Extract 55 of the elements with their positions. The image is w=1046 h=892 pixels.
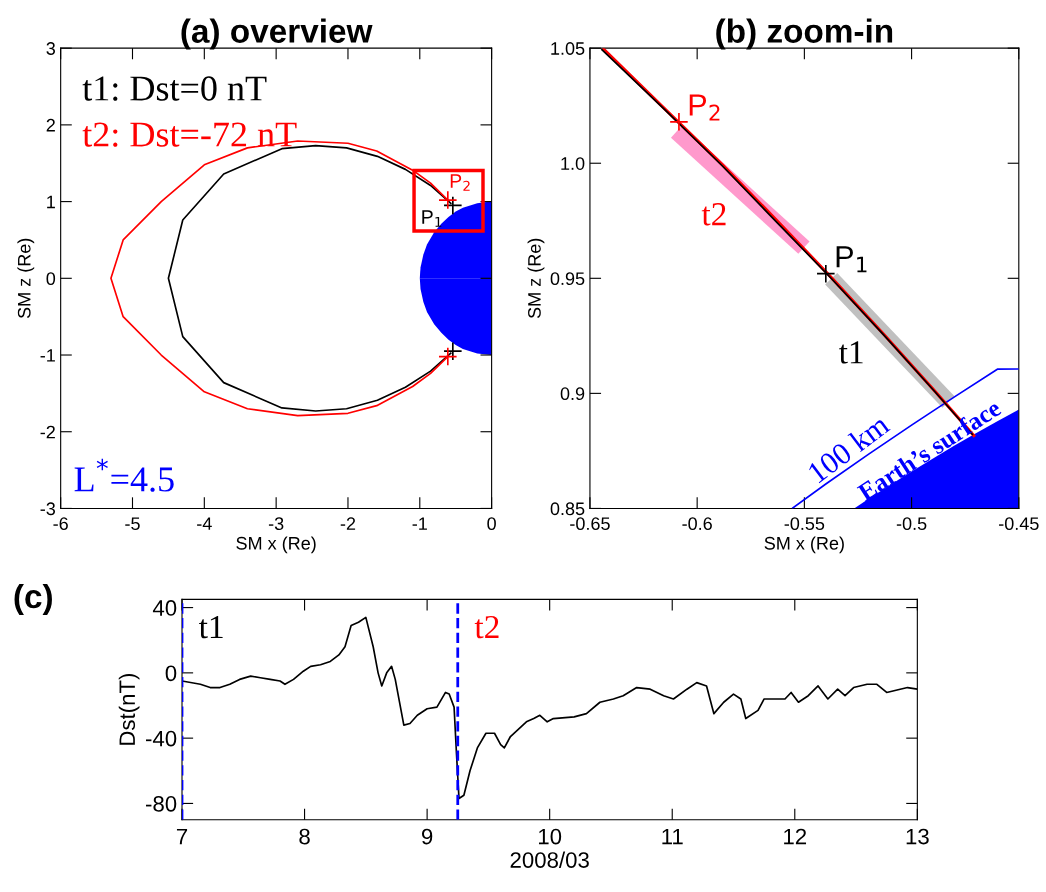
annotation: P$_{2}$ bbox=[450, 174, 470, 191]
y-tick-label: 0.9 bbox=[560, 387, 585, 401]
ref-line-label: t1 bbox=[199, 615, 223, 639]
y-tick-label: -40 bbox=[146, 730, 177, 747]
annotation: P$_{1}$ bbox=[422, 210, 442, 227]
y-axis-title: SM z (Re) bbox=[17, 238, 35, 319]
x-tick-label: -0.6 bbox=[682, 517, 712, 531]
chart-title: (b) zoom-in bbox=[716, 18, 893, 50]
y-tick-label: 1.0 bbox=[561, 157, 585, 170]
x-tick-label: -3 bbox=[268, 517, 284, 531]
x-tick-label: -1 bbox=[412, 517, 427, 530]
x-axis-title: SM x (Re) bbox=[764, 536, 844, 554]
x-tick-label: -4 bbox=[197, 517, 212, 530]
annotation: t2 bbox=[701, 203, 726, 226]
x-tick-label: -0.55 bbox=[784, 517, 825, 531]
x-tick-label: 11 bbox=[662, 828, 683, 845]
annotation: L$^{*}$=4.5 bbox=[74, 458, 174, 492]
ref-line-label: t2 bbox=[474, 615, 499, 639]
y-tick-label: 40 bbox=[152, 600, 177, 616]
annotation: P$_{2}$ bbox=[689, 94, 720, 121]
y-tick-label: -3 bbox=[40, 502, 56, 516]
y-tick-label: 0 bbox=[46, 272, 56, 286]
y-tick-label: -80 bbox=[146, 795, 177, 812]
annotation: P$_{1}$ bbox=[836, 246, 867, 273]
y-tick-label: -2 bbox=[40, 425, 55, 439]
x-tick-label: 0 bbox=[487, 517, 496, 531]
y-tick-label: -1 bbox=[40, 349, 55, 362]
x-tick-label: 7 bbox=[176, 828, 188, 845]
annotation: t1: Dst=0 nT bbox=[82, 76, 267, 101]
x-tick-label: -0.5 bbox=[896, 517, 927, 531]
x-tick-label: 9 bbox=[421, 828, 433, 845]
y-tick-label: 1 bbox=[47, 195, 55, 209]
x-tick-label: 13 bbox=[906, 828, 929, 845]
x-axis-title: 2008/03 bbox=[510, 851, 589, 868]
annotation: t1 bbox=[839, 341, 863, 364]
y-tick-label: 0 bbox=[165, 665, 177, 682]
y-tick-label: 1.05 bbox=[551, 42, 585, 55]
chart-title: (a) overview bbox=[181, 18, 373, 50]
y-tick-label: 2 bbox=[46, 118, 55, 132]
y-axis-title: SM z (Re) bbox=[527, 238, 545, 319]
y-tick-label: 3 bbox=[46, 42, 56, 55]
x-tick-label: -6 bbox=[53, 517, 68, 531]
x-tick-label: -0.45 bbox=[999, 517, 1039, 531]
y-tick-label: 0.85 bbox=[550, 502, 585, 516]
x-tick-label: -5 bbox=[125, 517, 140, 531]
x-tick-label: 8 bbox=[299, 828, 310, 845]
x-tick-label: -2 bbox=[340, 517, 356, 530]
chart-title: (c) bbox=[14, 583, 52, 615]
x-axis-title: SM x (Re) bbox=[236, 536, 316, 554]
x-tick-label: -0.65 bbox=[570, 517, 610, 531]
y-tick-label: 0.95 bbox=[550, 272, 585, 286]
y-axis-title: Dst(nT) bbox=[118, 673, 140, 745]
x-tick-label: 10 bbox=[539, 828, 562, 845]
annotation: t2: Dst=-72 nT bbox=[82, 122, 297, 147]
x-tick-label: 12 bbox=[784, 828, 807, 845]
